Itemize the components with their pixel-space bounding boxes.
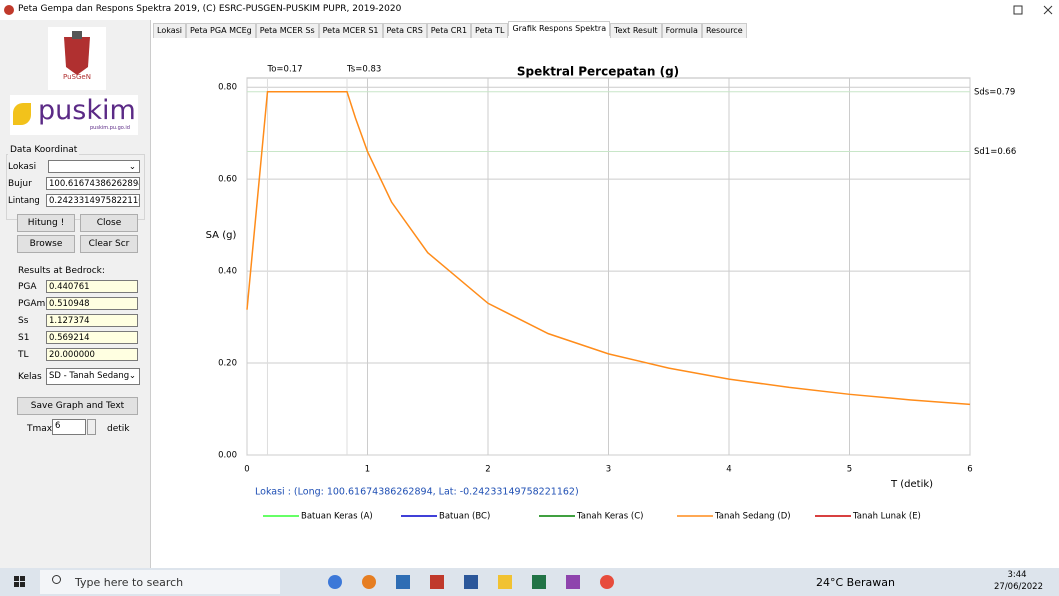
- kelas-select[interactable]: SD - Tanah Sedang⌄: [46, 368, 140, 385]
- tab[interactable]: Peta CRS: [383, 23, 427, 38]
- legend-label: Batuan Keras (A): [301, 512, 373, 522]
- app-icon[interactable]: [328, 575, 342, 589]
- app-icon[interactable]: [498, 575, 512, 589]
- result-value[interactable]: 1.127374: [46, 314, 138, 327]
- window-controls[interactable]: [1010, 0, 1059, 20]
- start-button[interactable]: [14, 576, 26, 588]
- search-box[interactable]: Type here to search: [40, 570, 280, 594]
- legend-label: Tanah Sedang (D): [714, 512, 791, 522]
- x-axis-label: T (detik): [890, 479, 933, 490]
- label: S1: [18, 333, 29, 343]
- label: TL: [18, 350, 29, 360]
- bujur-input[interactable]: 100.61674386262894: [46, 177, 140, 190]
- tmax-input[interactable]: 6: [52, 419, 86, 435]
- x-tick-label: 4: [726, 465, 731, 475]
- app-icon[interactable]: [566, 575, 580, 589]
- screen: Peta Gempa dan Respons Spektra 2019, (C)…: [0, 0, 1059, 596]
- button[interactable]: Hitung !: [17, 214, 75, 232]
- tab[interactable]: Peta CR1: [427, 23, 471, 38]
- x-tick-label: 3: [606, 465, 611, 475]
- chart: Spektral Percepatan (g) SA (g) T (detik)…: [151, 40, 1059, 568]
- label: Tmax: [27, 424, 52, 434]
- title-bar: Peta Gempa dan Respons Spektra 2019, (C)…: [0, 0, 1059, 20]
- reference-label: Sds=0.79: [974, 87, 1015, 97]
- app-icon[interactable]: [600, 575, 614, 589]
- x-tick-label: 1: [365, 465, 370, 475]
- tab[interactable]: Resource: [702, 23, 747, 38]
- reference-label: To=0.17: [266, 65, 302, 75]
- lokasi-select[interactable]: ⌄: [48, 160, 140, 173]
- app-icon[interactable]: [430, 575, 444, 589]
- button[interactable]: Browse: [17, 235, 75, 253]
- label: Bujur: [8, 179, 32, 189]
- tab[interactable]: Peta PGA MCEg: [186, 23, 256, 38]
- result-value[interactable]: 0.440761: [46, 280, 138, 293]
- kelas-value: SD - Tanah Sedang: [49, 371, 129, 381]
- tab[interactable]: Formula: [662, 23, 702, 38]
- reference-label: Sd1=0.66: [974, 147, 1016, 157]
- location-text: Lokasi : (Long: 100.61674386262894, Lat:…: [255, 487, 579, 498]
- button[interactable]: Close: [80, 214, 138, 232]
- puskim-url: puskim.pu.go.id: [90, 125, 130, 131]
- lintang-input[interactable]: 0.24233149758221162: [46, 194, 140, 207]
- weather[interactable]: 24°C Berawan: [816, 576, 895, 589]
- result-value[interactable]: 20.000000: [46, 348, 138, 361]
- y-tick-label: 0.20: [218, 359, 237, 369]
- label: detik: [107, 424, 130, 434]
- puskim-text: puskim: [38, 95, 136, 126]
- save-button[interactable]: Save Graph and Text: [17, 397, 138, 415]
- label: Lintang: [8, 196, 40, 206]
- y-tick-label: 0.00: [218, 451, 237, 461]
- result-value[interactable]: 0.569214: [46, 331, 138, 344]
- pusgen-text: PuSGeN: [63, 73, 91, 81]
- group-title: Data Koordinat: [8, 145, 79, 155]
- clock-time[interactable]: 3:44: [1002, 570, 1032, 580]
- window-title: Peta Gempa dan Respons Spektra 2019, (C)…: [18, 4, 401, 14]
- legend-label: Tanah Keras (C): [576, 512, 643, 522]
- x-tick-label: 0: [244, 465, 249, 475]
- puskim-logo: puskim puskim.pu.go.id: [10, 95, 138, 135]
- tab[interactable]: Grafik Respons Spektra: [508, 21, 610, 36]
- label: PGA: [18, 282, 37, 292]
- chart-title: Spektral Percepatan (g): [517, 65, 679, 79]
- tab[interactable]: Peta TL: [471, 23, 508, 38]
- legend-label: Batuan (BC): [439, 512, 490, 522]
- search-text: Type here to search: [75, 576, 183, 589]
- app-icon[interactable]: [464, 575, 478, 589]
- reference-label: Ts=0.83: [346, 65, 381, 75]
- app-icon[interactable]: [396, 575, 410, 589]
- app-icon[interactable]: [362, 575, 376, 589]
- x-tick-label: 6: [967, 465, 972, 475]
- tab[interactable]: Peta MCER Ss: [256, 23, 319, 38]
- y-tick-label: 0.60: [218, 175, 237, 185]
- spinner[interactable]: [87, 419, 96, 435]
- results-title: Results at Bedrock:: [18, 266, 105, 276]
- result-value[interactable]: 0.510948: [46, 297, 138, 310]
- clock-date[interactable]: 27/06/2022: [994, 582, 1043, 592]
- x-tick-label: 2: [485, 465, 490, 475]
- button[interactable]: Clear Scr: [80, 235, 138, 253]
- app-icon: [4, 5, 14, 15]
- tab[interactable]: Peta MCER S1: [319, 23, 383, 38]
- y-axis-label: SA (g): [206, 230, 237, 241]
- label: Kelas: [18, 372, 42, 382]
- tab[interactable]: Lokasi: [153, 23, 186, 38]
- sidebar: PuSGeN puskim puskim.pu.go.id Data Koord…: [0, 20, 151, 568]
- y-tick-label: 0.80: [218, 83, 237, 93]
- tab[interactable]: Text Result: [610, 23, 661, 38]
- y-tick-label: 0.40: [218, 267, 237, 277]
- label: PGAm: [18, 299, 45, 309]
- x-tick-label: 5: [847, 465, 852, 475]
- pusgen-logo: PuSGeN: [48, 27, 106, 90]
- legend-label: Tanah Lunak (E): [852, 512, 921, 522]
- taskbar: Type here to search 24°C Berawan 3:44 27…: [0, 568, 1059, 596]
- label: Lokasi: [8, 162, 36, 172]
- label: Ss: [18, 316, 28, 326]
- app-icon[interactable]: [532, 575, 546, 589]
